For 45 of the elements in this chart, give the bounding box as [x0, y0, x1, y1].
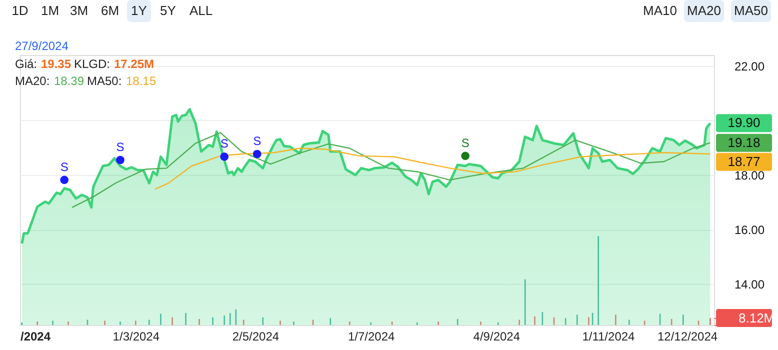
- data-label: S: [253, 134, 262, 148]
- point: [252, 150, 262, 158]
- x-tick-label: /2024: [20, 330, 51, 344]
- annotation: MA20:: [15, 74, 50, 88]
- text: 1Y: [131, 3, 148, 18]
- annotation: 18.15: [126, 74, 156, 88]
- line-series: [71, 132, 711, 208]
- text: 27/9/2024: [15, 39, 69, 53]
- y-tick-label: 16.00: [734, 223, 765, 238]
- data-label: S: [116, 140, 124, 154]
- text: MA10: [643, 3, 677, 18]
- y-tick-label: 18.00: [734, 168, 765, 182]
- y-tick-label: 22.00: [734, 59, 765, 74]
- y-tick-label: 14.00: [734, 278, 765, 292]
- annotation: Giá:: [15, 57, 38, 71]
- text: 3M: [70, 3, 88, 18]
- annotation: KLGD:: [74, 57, 110, 71]
- point: [461, 152, 470, 160]
- text: 19.90: [728, 115, 760, 130]
- text: 1M: [40, 3, 60, 18]
- point: [220, 152, 229, 161]
- x-tick-label: 2/5/2024: [232, 330, 280, 344]
- text: 18.77: [728, 154, 760, 169]
- data-label: S: [220, 136, 228, 151]
- point: [60, 176, 69, 184]
- annotation: 18.39: [54, 74, 84, 88]
- x-tick-label: 1/11/2024: [582, 330, 636, 344]
- line-series: [154, 148, 711, 190]
- annotation: 17.25M: [114, 57, 154, 71]
- text: MA20: [687, 3, 721, 18]
- x-tick-label: 1/3/2024: [112, 330, 160, 344]
- data-label: S: [461, 136, 470, 150]
- text: MA50: [734, 3, 768, 18]
- text: 1D: [12, 3, 28, 18]
- text: 5Y: [160, 3, 176, 18]
- text: ALL: [189, 3, 213, 18]
- data-label: S: [60, 160, 68, 174]
- annotation: 19.35: [41, 57, 72, 71]
- point: [116, 156, 124, 164]
- x-tick-label: 1/7/2024: [348, 330, 396, 344]
- x-tick-label: 12/12/2024: [657, 330, 718, 344]
- annotation: MA50:: [87, 74, 122, 88]
- text: 19.18: [728, 134, 760, 150]
- x-tick-label: 4/9/2024: [473, 330, 520, 344]
- text: 6M: [100, 3, 120, 18]
